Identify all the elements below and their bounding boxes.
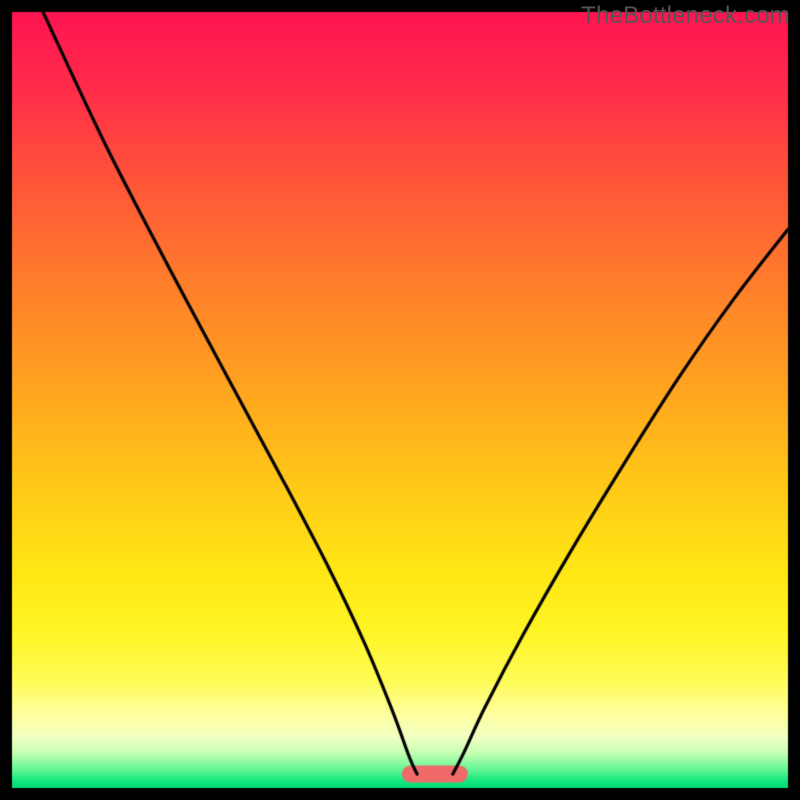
watermark-text: TheBottleneck.com <box>581 2 790 30</box>
chart-curve-canvas <box>0 0 800 800</box>
chart-container: TheBottleneck.com <box>0 0 800 800</box>
